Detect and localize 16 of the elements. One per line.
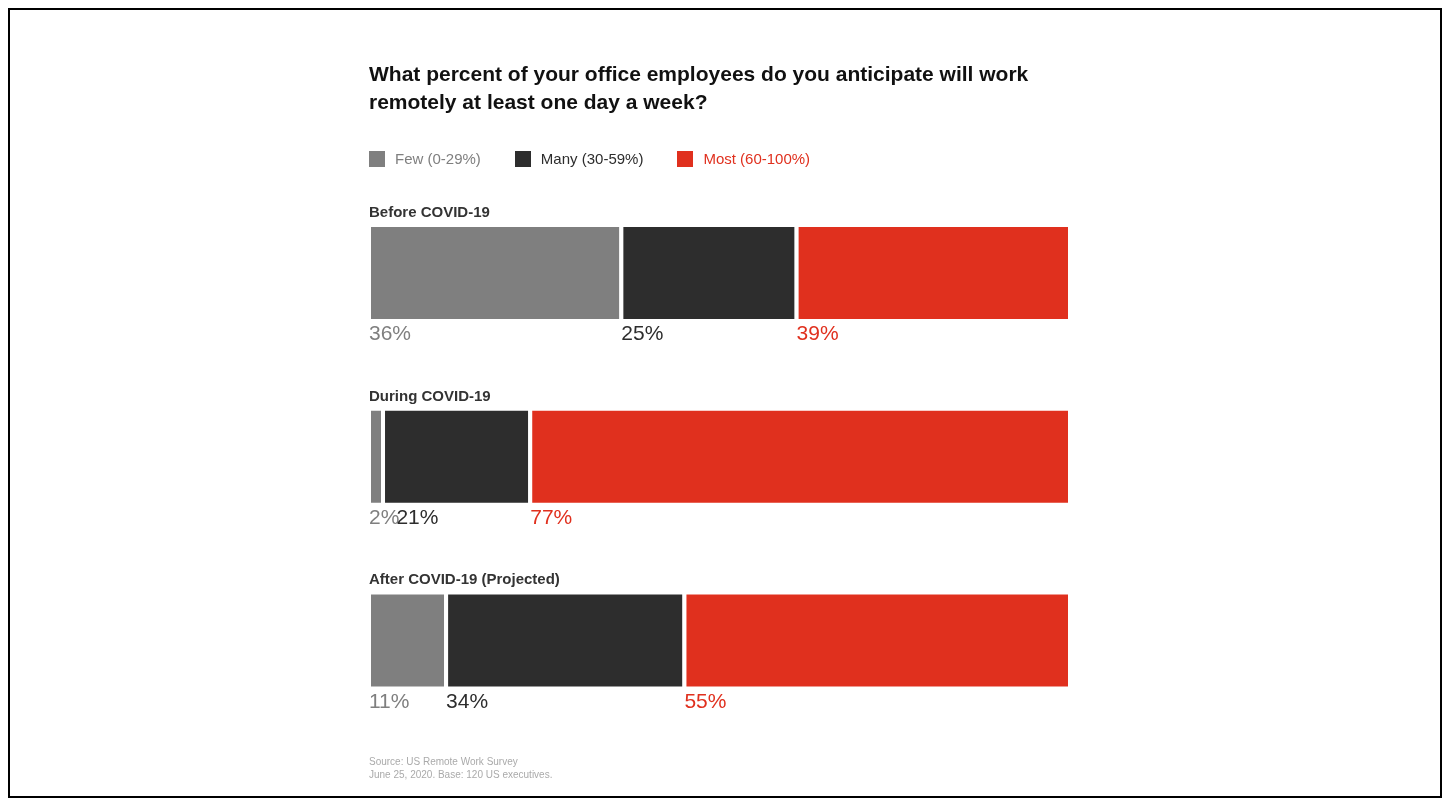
legend-label: Few (0-29%) xyxy=(395,150,481,167)
data-label: 11% xyxy=(369,688,410,712)
legend-label: Most (60-100%) xyxy=(703,150,811,167)
data-label: 25% xyxy=(621,321,664,345)
data-label: 55% xyxy=(684,688,727,712)
y-tick-label: After COVID-19 (Projected) xyxy=(369,570,560,588)
text: June 25, 2020. Base: 120 US executives. xyxy=(369,768,553,781)
legend-label: Many (30-59%) xyxy=(540,150,644,167)
chart-title: What percent of your office employees do you anticipate will work remotely at least one day a week? xyxy=(369,61,1030,115)
data-label: 36% xyxy=(369,321,412,345)
y-tick-label: Before COVID-19 xyxy=(369,202,490,220)
data-label: 39% xyxy=(796,321,839,345)
data-label: 77% xyxy=(530,504,573,528)
data-label: 34% xyxy=(446,688,489,712)
y-tick-label: During COVID-19 xyxy=(369,386,491,404)
source-note: Source: US Remote Work Survey xyxy=(369,755,519,768)
